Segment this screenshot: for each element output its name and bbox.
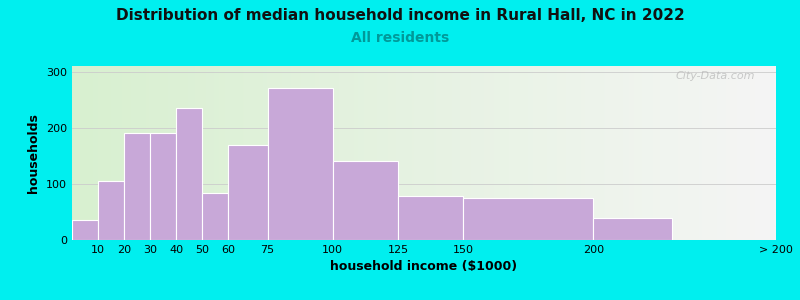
Bar: [594, 218, 672, 240]
Bar: [176, 108, 202, 240]
Y-axis label: households: households: [27, 113, 41, 193]
Bar: [72, 220, 98, 240]
Bar: [150, 134, 176, 240]
Bar: [98, 181, 124, 240]
Bar: [124, 134, 150, 240]
Bar: [463, 198, 594, 240]
Text: City-Data.com: City-Data.com: [675, 71, 755, 81]
X-axis label: household income ($1000): household income ($1000): [330, 260, 518, 273]
Text: All residents: All residents: [351, 32, 449, 46]
Bar: [267, 88, 333, 240]
Bar: [202, 194, 229, 240]
Text: Distribution of median household income in Rural Hall, NC in 2022: Distribution of median household income …: [116, 8, 684, 22]
Bar: [398, 196, 463, 240]
Bar: [229, 145, 267, 240]
Bar: [333, 161, 398, 240]
